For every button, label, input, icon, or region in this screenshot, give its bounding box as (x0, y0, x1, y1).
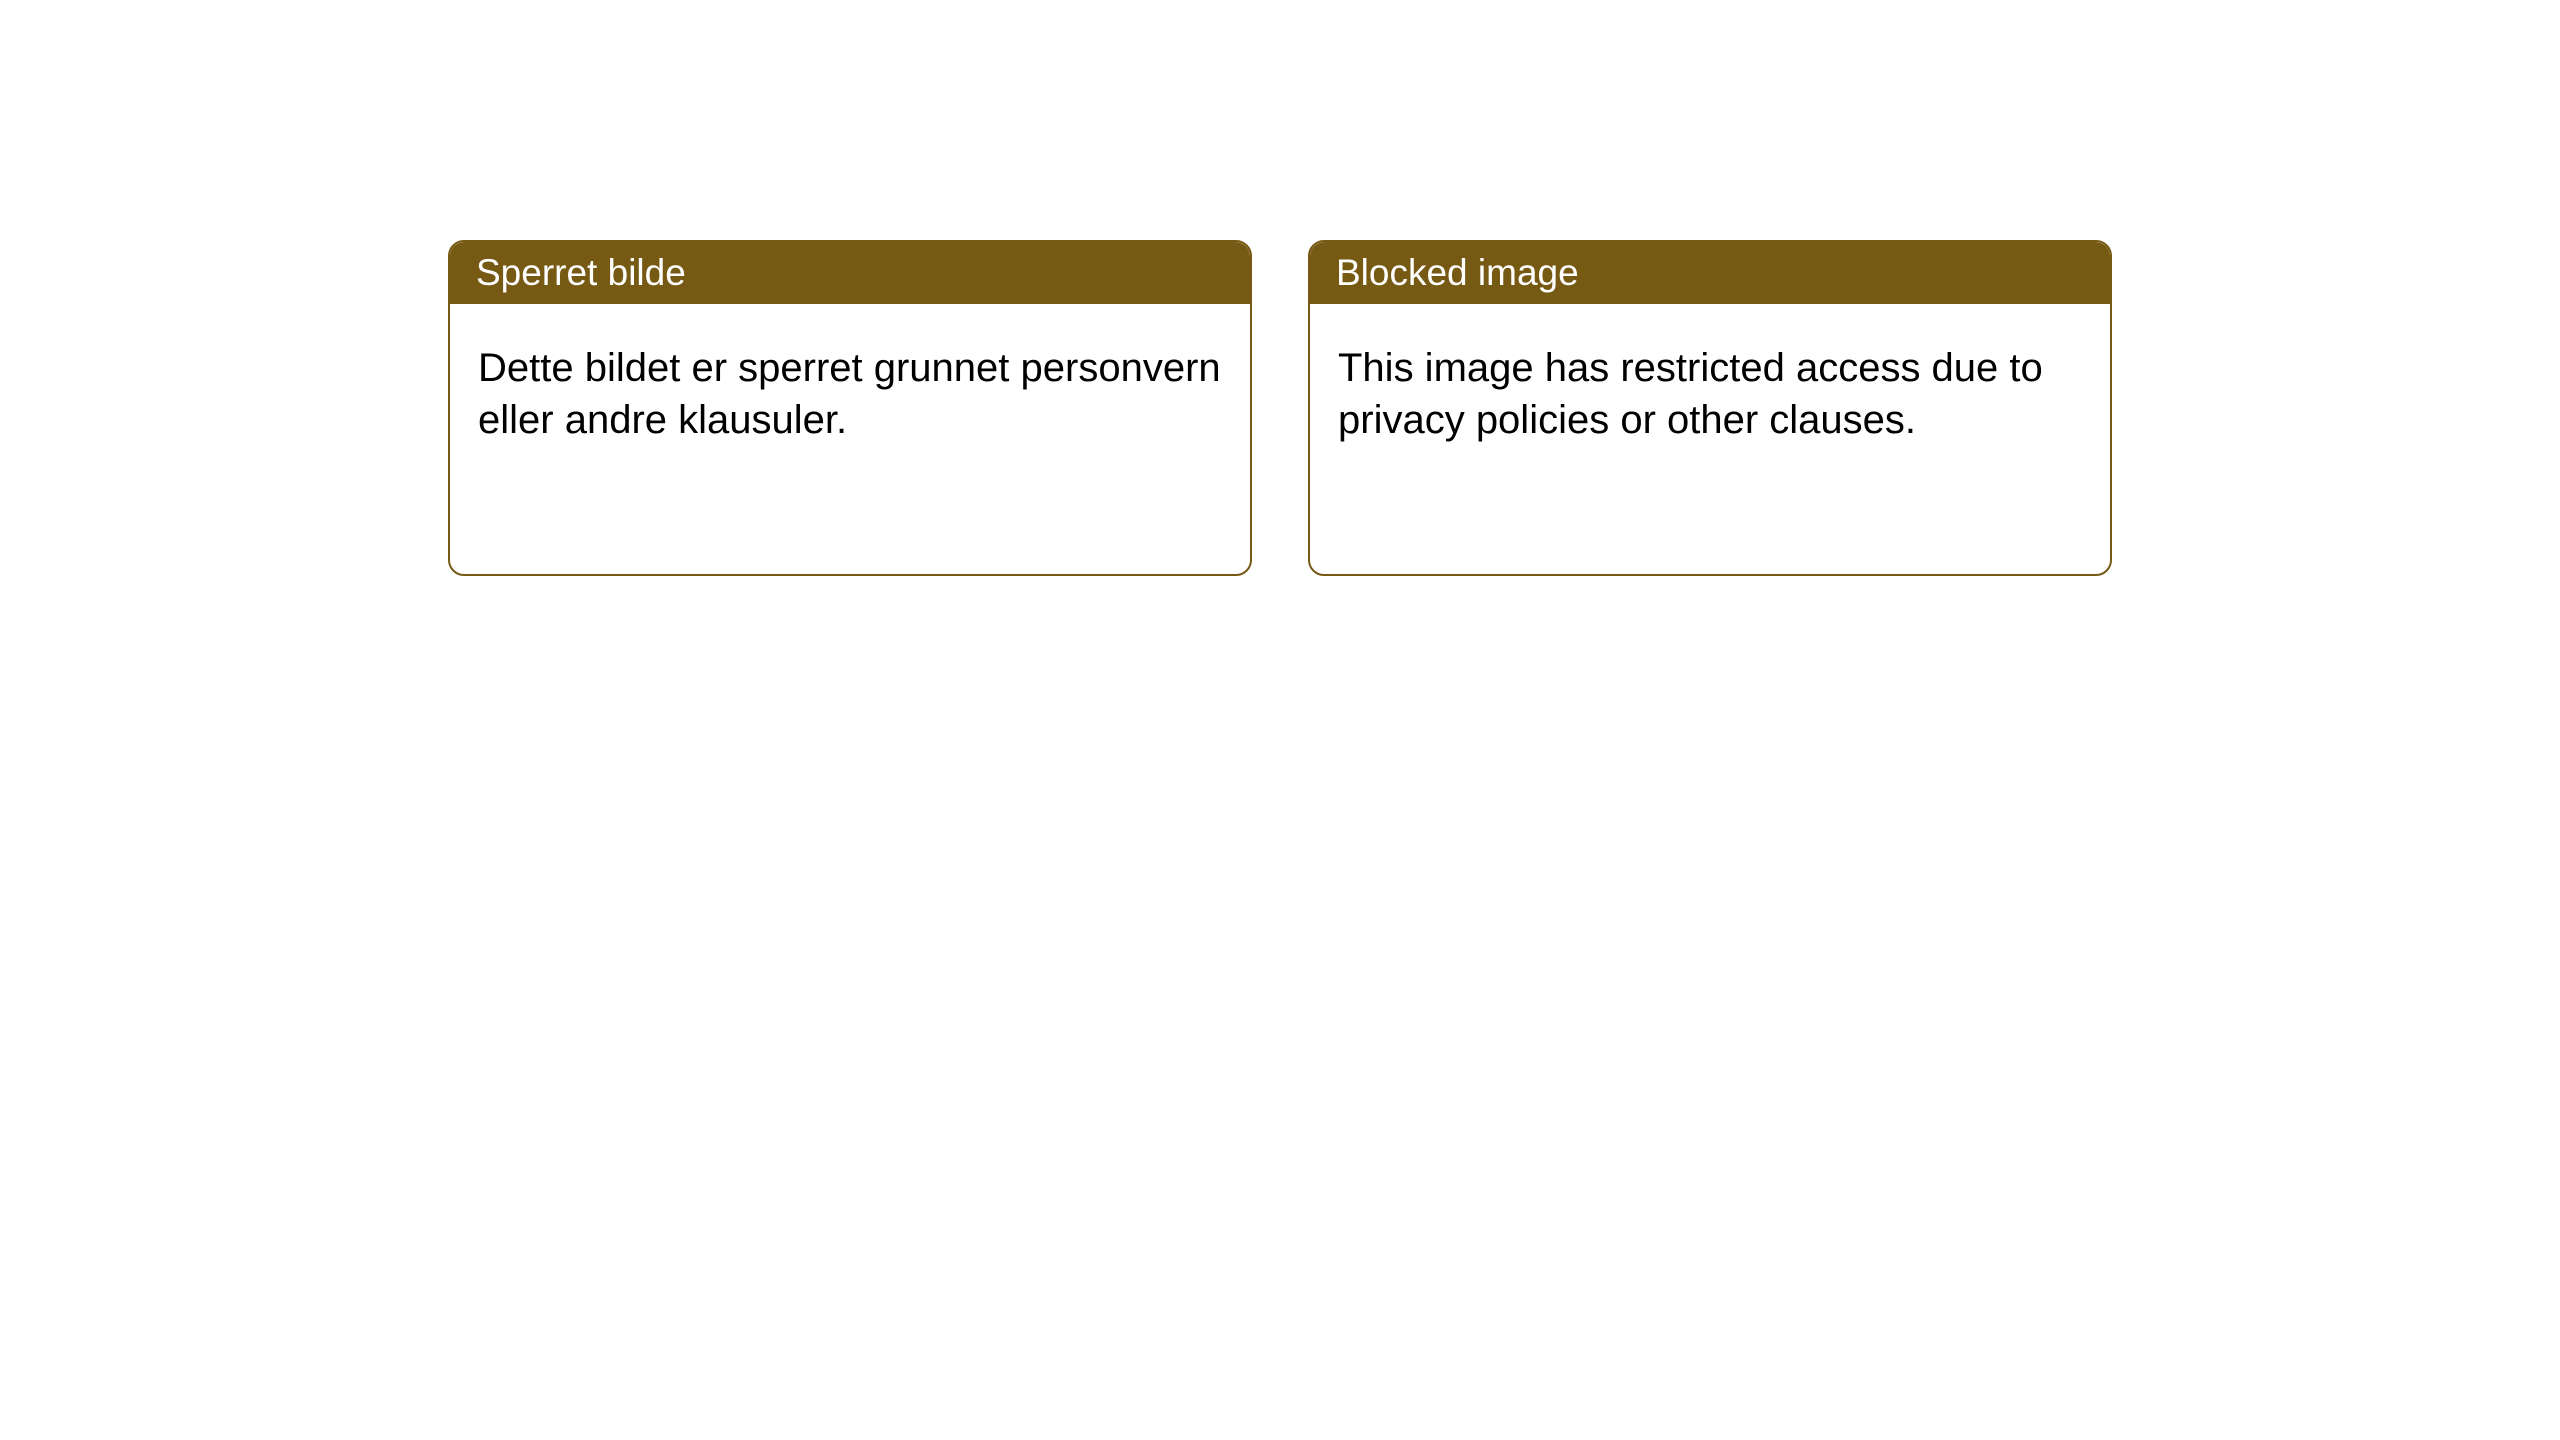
notice-title-english: Blocked image (1310, 242, 2110, 304)
notice-box-english: Blocked image This image has restricted … (1308, 240, 2112, 576)
notices-container: Sperret bilde Dette bildet er sperret gr… (0, 0, 2560, 576)
notice-body-english: This image has restricted access due to … (1310, 304, 2110, 574)
notice-title-norwegian: Sperret bilde (450, 242, 1250, 304)
notice-box-norwegian: Sperret bilde Dette bildet er sperret gr… (448, 240, 1252, 576)
notice-body-norwegian: Dette bildet er sperret grunnet personve… (450, 304, 1250, 574)
